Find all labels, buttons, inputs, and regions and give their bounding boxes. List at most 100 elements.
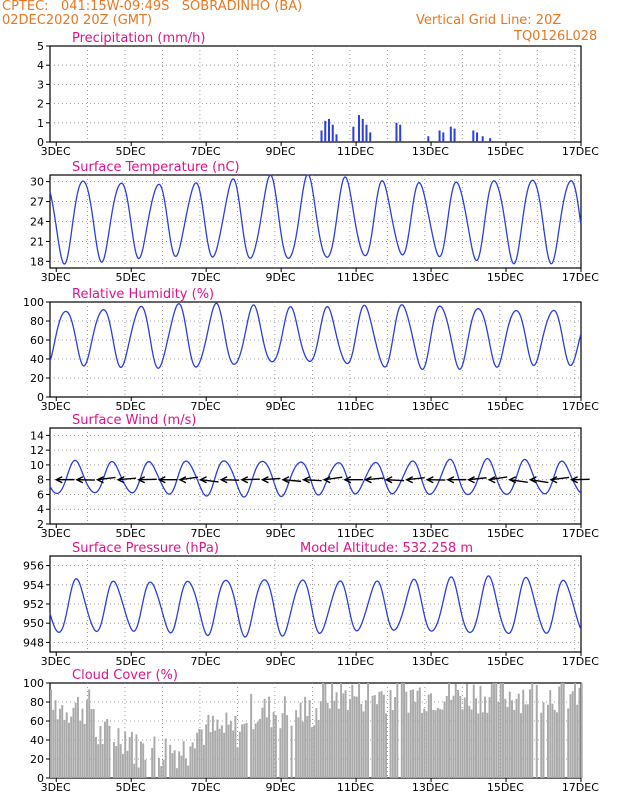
cloud-bar	[380, 691, 383, 778]
wind-arrow	[262, 477, 281, 481]
y-tick-label: 60	[30, 334, 44, 347]
cloud-bar	[576, 704, 579, 778]
x-tick-label: 11DEC	[337, 781, 374, 794]
panel-precip: Precipitation (mm/h) 0 1 2 3 4 5 3DEC 5DEC 7DEC 9D…	[37, 31, 599, 158]
x-tick-label: 9DEC	[265, 781, 295, 794]
cloud-bar	[256, 721, 259, 778]
x-tick-label: 3DEC	[41, 781, 71, 794]
y-tick-label: 100	[23, 677, 44, 690]
wind-arrowhead	[240, 476, 249, 484]
x-tick-label: 7DEC	[191, 527, 221, 540]
x-tick-label: 13DEC	[412, 145, 449, 158]
panel-rh: Relative Humidity (%) 0 20 40 60 80 100 3DEC 5DE…	[23, 287, 599, 413]
cloud-bar	[573, 683, 576, 778]
x-tick-label: 11DEC	[337, 145, 374, 158]
y-tick-label: 4	[37, 503, 44, 516]
cloud-bar	[342, 693, 345, 778]
x-tick-label: 5DEC	[116, 527, 146, 540]
x-tick-label: 3DEC	[41, 655, 71, 668]
precip-bar	[331, 124, 334, 142]
x-tick-label: 15DEC	[487, 400, 524, 413]
wind-arrow	[221, 478, 240, 481]
cloud-bar	[344, 690, 347, 778]
cloud-bar	[328, 708, 331, 778]
cloud-bar	[220, 725, 223, 778]
precip-bar	[369, 132, 372, 142]
cloud-bar	[279, 728, 282, 778]
cloud-bar	[531, 683, 534, 778]
x-tick-label: 15DEC	[487, 527, 524, 540]
wind-arrow	[324, 476, 343, 481]
wind-arrow	[282, 478, 302, 483]
cloud-bar	[508, 691, 511, 778]
cloud-bar	[313, 725, 316, 778]
cloud-bar	[191, 742, 194, 778]
cloud-bar	[232, 730, 235, 778]
cloud-bar	[261, 707, 264, 778]
cloud-bar	[371, 695, 374, 778]
cloud-bar	[360, 703, 363, 778]
cloud-bar	[423, 708, 426, 778]
wind-arrowhead	[281, 476, 290, 484]
precip-bar	[472, 130, 475, 142]
cloud-bar	[439, 709, 442, 778]
cloud-bar	[484, 696, 486, 778]
cloud-bar	[560, 683, 563, 778]
cloud-bar	[504, 698, 507, 778]
precip-bar	[438, 130, 441, 142]
header-line1: CPTEC: 041:15W-09:49S SOBRADINHO (BA)	[2, 0, 303, 14]
cloud-bar	[418, 687, 421, 778]
cloud-bar	[414, 702, 417, 778]
y-tick-label: 21	[30, 235, 44, 248]
precip-bar	[476, 132, 479, 142]
cloud-bar	[317, 720, 320, 778]
cloud-bar	[405, 691, 408, 778]
cloud-bar	[187, 765, 190, 778]
cloud-bar	[101, 743, 104, 778]
cloud-bar	[142, 743, 145, 778]
cloud-bar	[301, 721, 304, 778]
cloud-bar	[353, 696, 356, 778]
cloud-bar	[225, 712, 228, 778]
cloud-bar	[308, 700, 311, 778]
cloud-bar	[553, 709, 556, 778]
precip-bar	[335, 134, 338, 142]
wind-arrowhead	[343, 476, 352, 484]
y-tick-label: 80	[30, 315, 44, 328]
wind-arrow	[200, 478, 219, 483]
y-tick-label: 952	[23, 598, 44, 611]
cloud-bar	[425, 711, 428, 778]
cloud-bar	[306, 715, 309, 778]
cloud-bar	[236, 747, 239, 778]
cloud-bar	[555, 712, 558, 778]
x-tick-label: 11DEC	[337, 400, 374, 413]
panel-frame	[49, 301, 582, 398]
panel-frame	[49, 174, 582, 269]
precip-bar	[427, 136, 430, 142]
wind-arrow	[97, 476, 116, 481]
cloud-bar	[506, 706, 509, 778]
wind-arrowhead	[137, 476, 146, 484]
panel-wind: Surface Wind (m/s) 2 4 68 10 12 14 3DEC 5DEC 7DEC…	[30, 413, 599, 540]
x-tick-label: 3DEC	[41, 145, 71, 158]
x-tick-label: 9DEC	[265, 655, 295, 668]
cloud-bar	[135, 734, 138, 778]
cloud-bar	[436, 707, 439, 778]
cloud-bar	[362, 711, 365, 778]
cloud-bar	[517, 693, 520, 778]
y-tick-label: 948	[23, 636, 44, 649]
cloud-bar	[319, 701, 322, 778]
cloud-bar	[326, 702, 329, 778]
cloud-bar	[97, 744, 100, 778]
wind-arrowhead	[425, 476, 434, 484]
cloud-bar	[558, 686, 561, 778]
wind-arrowhead	[363, 476, 372, 484]
wind-arrow	[365, 477, 384, 481]
cloud-bar	[349, 699, 352, 778]
cloud-bar	[529, 689, 531, 778]
cloud-bar	[137, 767, 140, 778]
precip-bar	[399, 124, 402, 142]
cloud-bar	[274, 715, 277, 778]
cloud-bar	[79, 720, 82, 778]
precip-bar	[442, 132, 445, 142]
